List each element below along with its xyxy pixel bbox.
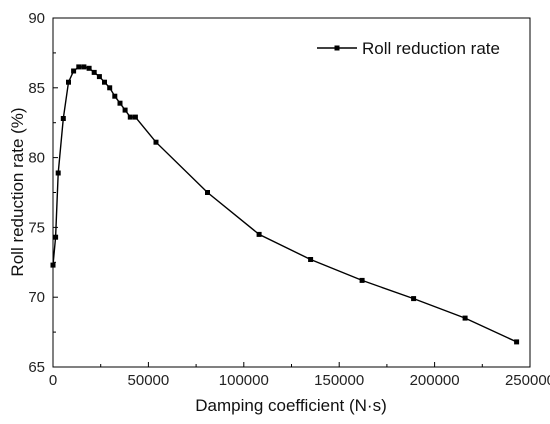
data-point — [50, 262, 56, 268]
data-point — [256, 231, 262, 237]
data-point — [96, 74, 102, 80]
data-point — [91, 69, 97, 75]
x-tick-label: 0 — [49, 372, 57, 389]
data-point — [81, 64, 87, 70]
data-point — [117, 100, 123, 106]
data-point — [53, 234, 59, 240]
y-tick-label: 65 — [28, 359, 45, 376]
y-tick-label: 80 — [28, 150, 45, 167]
y-tick-label: 90 — [28, 10, 45, 27]
y-tick-label: 70 — [28, 289, 45, 306]
x-tick-label: 250000 — [505, 372, 550, 389]
data-point — [308, 257, 314, 262]
y-tick-label: 85 — [28, 80, 45, 97]
y-axis-title: Roll reduction rate (%) — [8, 107, 27, 276]
data-point — [514, 339, 520, 345]
y-tick-label: 75 — [28, 219, 45, 236]
data-point — [153, 139, 159, 145]
data-point — [132, 114, 138, 120]
data-point — [66, 79, 71, 85]
legend-label: Roll reduction rate — [362, 39, 500, 58]
data-point — [205, 190, 210, 195]
data-point — [76, 64, 82, 70]
x-tick-label: 50000 — [128, 372, 170, 389]
data-point — [462, 315, 468, 321]
x-tick-label: 100000 — [219, 372, 269, 389]
data-point — [102, 79, 107, 85]
data-point — [55, 170, 61, 176]
series-markers — [50, 64, 520, 345]
y-axis-ticks: 65 70 75 80 85 90 — [28, 10, 58, 376]
data-point — [112, 93, 118, 99]
x-tick-label: 200000 — [410, 372, 460, 389]
x-tick-label: 150000 — [314, 372, 364, 389]
data-point — [107, 85, 113, 91]
plot-frame — [52, 17, 531, 368]
data-point — [122, 107, 128, 113]
x-axis-ticks: 0 50000 100000 150000 200000 250000 — [49, 362, 550, 389]
data-point — [60, 116, 66, 121]
data-point — [86, 65, 92, 71]
legend: Roll reduction rate — [317, 39, 500, 58]
series-line-roll-reduction-rate — [52, 66, 517, 343]
legend-marker — [334, 45, 340, 51]
data-point — [127, 114, 133, 120]
x-axis-title: Damping coefficient (N·s) — [195, 396, 386, 415]
data-point — [411, 296, 417, 302]
data-point — [71, 68, 77, 74]
data-point — [359, 277, 365, 283]
